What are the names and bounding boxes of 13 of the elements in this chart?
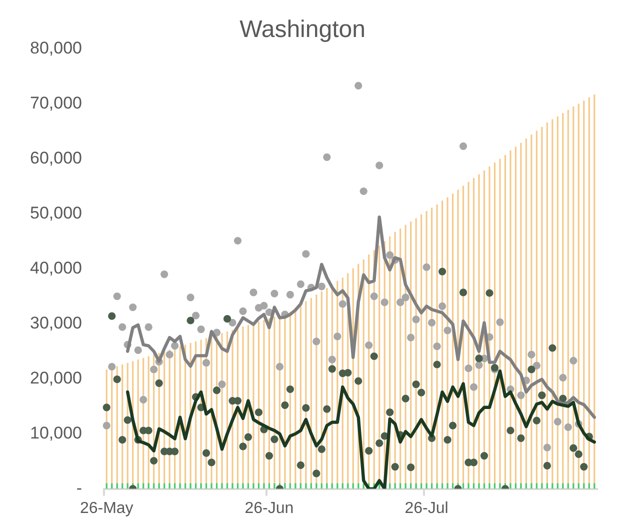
chart-title: Washington [240, 16, 366, 44]
y-tick-label: 20,000 [30, 368, 82, 388]
y-tick-label: 40,000 [30, 258, 82, 278]
x-tick-label: 26-Jul [404, 500, 448, 517]
x-tick-label: 26-May [80, 500, 134, 517]
y-tick-label: 60,000 [30, 148, 82, 168]
y-tick-label: - [76, 478, 82, 498]
x-tick-label: 26-Jun [244, 500, 294, 517]
y-tick-label: 50,000 [30, 203, 82, 222]
y-tick-label: 30,000 [30, 313, 82, 332]
y-tick-label: 80,000 [30, 38, 82, 58]
y-tick-label: 70,000 [30, 93, 82, 112]
y-tick-label: 10,000 [30, 423, 82, 442]
